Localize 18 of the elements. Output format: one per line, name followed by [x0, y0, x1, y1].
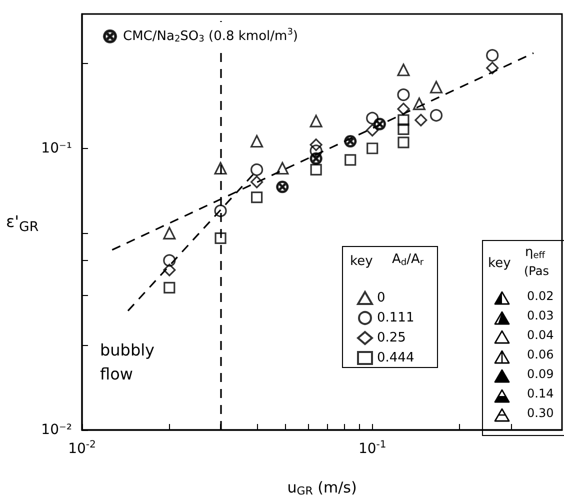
- annotation: key: [488, 256, 512, 271]
- legend-label: 0: [377, 290, 386, 306]
- legend-label: 0.25: [377, 330, 406, 346]
- y-axis-title: ε'$_{GR}$: [6, 212, 39, 236]
- annotation: key: [350, 254, 374, 269]
- legend-label: 0.444: [377, 350, 414, 366]
- annotation: 0.06: [527, 348, 554, 362]
- y-tick-label: 10⁻²: [41, 422, 72, 438]
- y-tick-label: 10⁻¹: [41, 140, 72, 156]
- annotation: 0.14: [527, 386, 554, 400]
- annotation: 0.09: [527, 367, 554, 381]
- legend-label: 0.111: [377, 310, 414, 326]
- annotation: 0.02: [527, 289, 554, 303]
- annotation: (Pas: [524, 264, 549, 278]
- annotation: 0.04: [527, 328, 554, 342]
- annotation: 0.30: [527, 406, 554, 420]
- annotation: bubbly flow: [100, 340, 160, 384]
- annotation: 0.03: [527, 308, 554, 322]
